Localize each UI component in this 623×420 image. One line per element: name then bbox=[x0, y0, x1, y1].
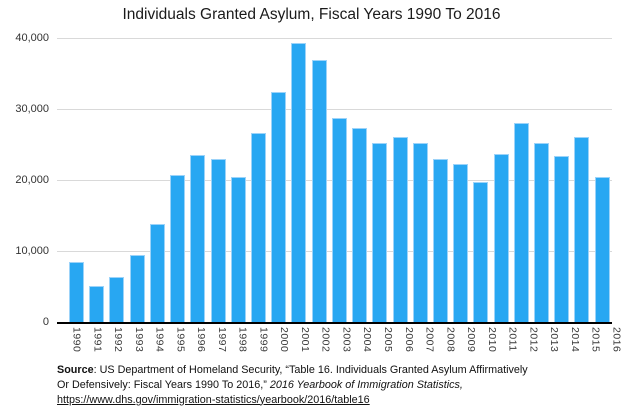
x-tick-2013: 2013 bbox=[548, 327, 561, 353]
bar-1991 bbox=[89, 286, 105, 322]
y-tick-0: 0 bbox=[42, 316, 49, 328]
source-link[interactable]: https://www.dhs.gov/immigration-statisti… bbox=[57, 393, 370, 406]
x-tick-2011: 2011 bbox=[506, 327, 519, 352]
bar-1997 bbox=[210, 159, 226, 322]
x-tick-2006: 2006 bbox=[402, 327, 415, 353]
source-note: Source: US Department of Homeland Securi… bbox=[57, 363, 597, 407]
bar-1994 bbox=[149, 224, 165, 322]
x-tick-2001: 2001 bbox=[298, 327, 311, 353]
bar-2015 bbox=[574, 137, 590, 322]
x-tick-1996: 1996 bbox=[195, 327, 208, 353]
bar-2016 bbox=[594, 177, 610, 322]
plot-area bbox=[57, 38, 612, 324]
bar-2010 bbox=[473, 182, 489, 322]
x-tick-1999: 1999 bbox=[257, 327, 270, 353]
x-tick-1995: 1995 bbox=[174, 327, 187, 353]
bar-1990 bbox=[69, 262, 84, 322]
x-tick-2016: 2016 bbox=[610, 327, 623, 353]
bar-1998 bbox=[230, 177, 246, 322]
bar-2007 bbox=[412, 143, 428, 322]
bar-2005 bbox=[372, 143, 388, 322]
bar-2014 bbox=[554, 156, 570, 322]
x-tick-2010: 2010 bbox=[485, 327, 498, 353]
gridline-40,000 bbox=[57, 38, 612, 39]
y-tick-10,000: 10,000 bbox=[15, 245, 49, 257]
x-tick-1993: 1993 bbox=[132, 327, 145, 353]
x-tick-1998: 1998 bbox=[236, 327, 249, 353]
gridline-30,000 bbox=[57, 109, 612, 110]
x-tick-2014: 2014 bbox=[568, 327, 581, 353]
bar-2004 bbox=[352, 128, 368, 322]
x-tick-1990: 1990 bbox=[70, 327, 83, 353]
y-tick-20,000: 20,000 bbox=[15, 174, 49, 186]
source-publication: 2016 Yearbook of Immigration Statistics, bbox=[269, 378, 463, 391]
x-tick-2003: 2003 bbox=[340, 327, 353, 353]
chart-title: Individuals Granted Asylum, Fiscal Years… bbox=[122, 6, 501, 23]
x-tick-2000: 2000 bbox=[278, 327, 291, 353]
bar-2009 bbox=[453, 164, 469, 322]
y-axis-labels: 40,000 30,000 20,000 10,000 0 bbox=[0, 32, 49, 328]
source-label: Source bbox=[57, 364, 94, 376]
bar-2000 bbox=[271, 92, 287, 322]
bar-2003 bbox=[331, 118, 347, 322]
bar-1996 bbox=[190, 155, 206, 322]
bar-2002 bbox=[311, 60, 327, 322]
x-tick-2005: 2005 bbox=[381, 327, 394, 353]
x-tick-2015: 2015 bbox=[589, 327, 602, 353]
bar-1999 bbox=[250, 133, 266, 322]
x-tick-1994: 1994 bbox=[153, 327, 166, 353]
x-tick-2012: 2012 bbox=[527, 327, 540, 353]
bar-2006 bbox=[392, 137, 408, 322]
bar-series bbox=[57, 38, 612, 322]
x-tick-2008: 2008 bbox=[444, 327, 457, 353]
bar-2012 bbox=[513, 123, 529, 322]
bar-2001 bbox=[291, 43, 307, 322]
source-line2: Or Defensively: Fiscal Years 1990 To 201… bbox=[57, 378, 270, 391]
x-tick-1991: 1991 bbox=[91, 327, 104, 353]
bar-2008 bbox=[432, 159, 448, 322]
bar-2011 bbox=[493, 154, 509, 322]
bar-2013 bbox=[534, 143, 550, 322]
bar-1995 bbox=[170, 175, 186, 322]
x-tick-2002: 2002 bbox=[319, 327, 332, 353]
y-tick-30,000: 30,000 bbox=[15, 103, 49, 115]
x-tick-1997: 1997 bbox=[215, 327, 228, 353]
x-tick-2007: 2007 bbox=[423, 327, 436, 353]
y-tick-40,000: 40,000 bbox=[15, 32, 49, 44]
source-line1: : US Department of Homeland Security, “T… bbox=[93, 364, 528, 376]
x-tick-2009: 2009 bbox=[465, 327, 478, 353]
bar-1992 bbox=[109, 277, 125, 322]
x-tick-1992: 1992 bbox=[112, 327, 125, 353]
bar-1993 bbox=[129, 255, 145, 322]
x-tick-2004: 2004 bbox=[361, 327, 374, 353]
x-axis-labels: 1990 1991 1992 1993 1994 1995 1996 1997 1998 1999… bbox=[57, 327, 623, 363]
